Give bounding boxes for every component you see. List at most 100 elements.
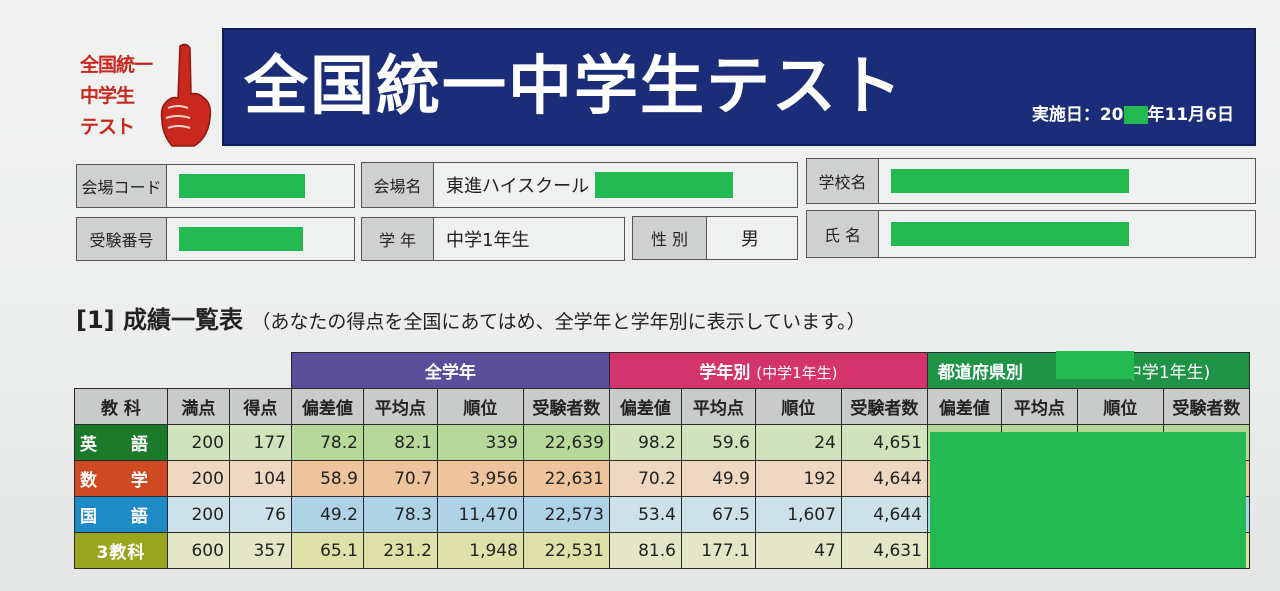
col-score: 得点 [228,388,292,425]
venue-code-label: 会場コード [77,165,167,207]
col-grade-examinees: 受験者数 [840,388,928,425]
grade-average: 59.6 [680,424,756,461]
grade-rank: 24 [754,424,842,461]
exam-date: 実施日：20 年11月6日 [1032,100,1234,125]
all-deviation: 78.2 [290,424,364,461]
col-pref-examinees: 受験者数 [1162,388,1250,425]
gender-label: 性 別 [633,217,707,259]
max-score: 200 [166,460,230,497]
group-by-grade-sub: (中学1年生) [756,364,838,382]
redacted-school-name [891,169,1129,193]
grade-average: 49.9 [680,460,756,497]
exam-number-value [167,218,303,260]
school-name-field: 学校名 [806,158,1256,204]
grade-label: 学 年 [362,218,434,260]
all-deviation: 58.9 [290,460,364,497]
grade-field: 学 年 中学1年生 [361,217,625,261]
col-subject: 教 科 [74,388,168,425]
col-max: 満点 [166,388,230,425]
all-rank: 1,948 [436,532,524,569]
venue-name-value: 東進ハイスクール [434,163,734,207]
all-rank: 339 [436,424,524,461]
score: 177 [228,424,292,461]
grade-examinees: 4,644 [840,496,928,533]
venue-code-value [167,165,305,207]
col-pref-average: 平均点 [1000,388,1078,425]
redacted-prefecture-results [930,432,1246,568]
redacted-exam-number [179,227,303,251]
all-average: 78.3 [362,496,438,533]
grade-deviation: 98.2 [608,424,682,461]
redacted-venue-name [595,172,734,198]
student-name-field: 氏 名 [806,210,1256,258]
grade-rank: 192 [754,460,842,497]
col-pref-rank: 順位 [1076,388,1164,425]
group-by-prefecture-label: 都道府県別 [937,363,1023,383]
exam-date-label: 実施日：20 [1031,105,1124,125]
grade-examinees: 4,651 [840,424,928,461]
subject-three-total: 3教科 [74,532,168,569]
col-all-average: 平均点 [362,388,438,425]
group-all-grades: 全学年 [290,352,610,389]
all-deviation: 65.1 [290,532,364,569]
redacted-year [1123,106,1148,124]
logo-line-3: テスト [80,116,135,138]
exam-date-value: 年11月6日 [1147,105,1235,125]
title-banner: 全国統一中学生テスト 実施日：20 年11月6日 [222,28,1256,146]
redacted-student-name [891,222,1129,246]
logo-text: 全国統一 中学生 テスト [80,50,153,143]
all-rank: 3,956 [436,460,524,497]
school-name-label: 学校名 [807,159,879,203]
all-average: 70.7 [362,460,438,497]
grade-deviation: 81.6 [608,532,682,569]
all-rank: 11,470 [436,496,524,533]
blank-corner [75,353,292,389]
grade-rank: 1,607 [754,496,842,533]
col-all-deviation: 偏差値 [290,388,364,425]
subject-english: 英 語 [74,424,168,461]
grade-rank: 47 [754,532,842,569]
gender-field: 性 別 男 [632,216,798,260]
venue-name-text: 東進ハイスクール [446,176,590,197]
max-score: 200 [166,424,230,461]
all-examinees: 22,573 [522,496,610,533]
venue-name-field: 会場名 東進ハイスクール [361,162,798,208]
section-heading: [1] 成績一覧表 [76,306,243,334]
subject-japanese: 国 語 [74,496,168,533]
venue-code-field: 会場コード [76,164,355,208]
all-examinees: 22,531 [522,532,610,569]
grade-deviation: 53.4 [608,496,682,533]
score: 104 [228,460,292,497]
subject-math: 数 学 [74,460,168,497]
venue-name-label: 会場名 [362,163,434,207]
grade-examinees: 4,631 [840,532,928,569]
col-grade-deviation: 偏差値 [608,388,682,425]
grade-deviation: 70.2 [608,460,682,497]
column-header-row: 教 科 満点 得点 偏差値 平均点 順位 受験者数 偏差値 平均点 順位 受験者… [74,388,1250,425]
banner-title: 全国統一中学生テスト [244,50,904,124]
pointing-hand-icon [160,43,212,147]
col-pref-deviation: 偏差値 [926,388,1002,425]
all-deviation: 49.2 [290,496,364,533]
group-by-grade: 学年別 (中学1年生) [608,352,928,389]
logo-line-2: 中学生 [80,85,135,107]
max-score: 600 [166,532,230,569]
col-grade-average: 平均点 [680,388,756,425]
grade-value: 中学1年生 [446,230,530,251]
gender-value: 男 [741,229,759,250]
test-logo: 全国統一 中学生 テスト [76,43,216,150]
grade-average: 67.5 [680,496,756,533]
section-title: [1] 成績一覧表 （あなたの得点を全国にあてはめ、全学年と学年別に表示していま… [76,300,866,335]
section-subtitle: （あなたの得点を全国にあてはめ、全学年と学年別に表示しています。） [251,311,866,333]
logo-line-1: 全国統一 [80,54,153,76]
all-examinees: 22,639 [522,424,610,461]
score: 76 [228,496,292,533]
max-score: 200 [166,496,230,533]
col-grade-rank: 順位 [754,388,842,425]
all-average: 82.1 [362,424,438,461]
all-examinees: 22,631 [522,460,610,497]
exam-number-label: 受験番号 [77,218,167,260]
student-name-label: 氏 名 [807,211,879,257]
school-name-value [879,159,1129,203]
